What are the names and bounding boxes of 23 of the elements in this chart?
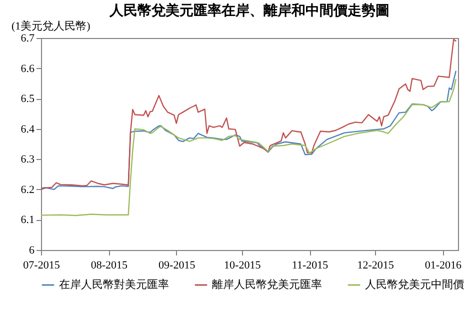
y-tick-label: 6.1 [20, 214, 34, 226]
line-series [41, 70, 456, 190]
x-tick-label: 10-2015 [224, 260, 262, 272]
x-tick-label: 01-2016 [424, 260, 462, 272]
legend-label: 人民幣兌美元中間價 [365, 278, 464, 291]
x-tick-label: 08-2015 [90, 260, 128, 272]
line-series [41, 78, 456, 216]
chart-title: 人民幣兌美元匯率在岸、離岸和中間價走勢圖 [108, 2, 390, 19]
y-tick-label: 6.6 [20, 62, 35, 75]
y-axis-title: (1美元兌人民幣) [12, 20, 91, 32]
x-tick-label: 07-2015 [23, 260, 60, 272]
x-tick-label: 09-2015 [158, 260, 196, 272]
y-tick-label: 6.4 [20, 123, 35, 136]
x-tick-label: 11-2015 [292, 260, 329, 272]
line-series [41, 38, 456, 190]
x-tick-label: 12-2015 [357, 260, 394, 272]
y-tick-label: 6.3 [20, 154, 35, 166]
legend-label: 在岸人民幣對美元匯率 [59, 278, 169, 291]
legend-label: 離岸人民幣兌美元匯率 [212, 278, 322, 291]
y-tick-label: 6 [29, 244, 35, 256]
y-tick-label: 6.5 [20, 93, 35, 106]
y-tick-label: 6.7 [20, 32, 35, 44]
y-tick-label: 6.2 [20, 184, 34, 196]
